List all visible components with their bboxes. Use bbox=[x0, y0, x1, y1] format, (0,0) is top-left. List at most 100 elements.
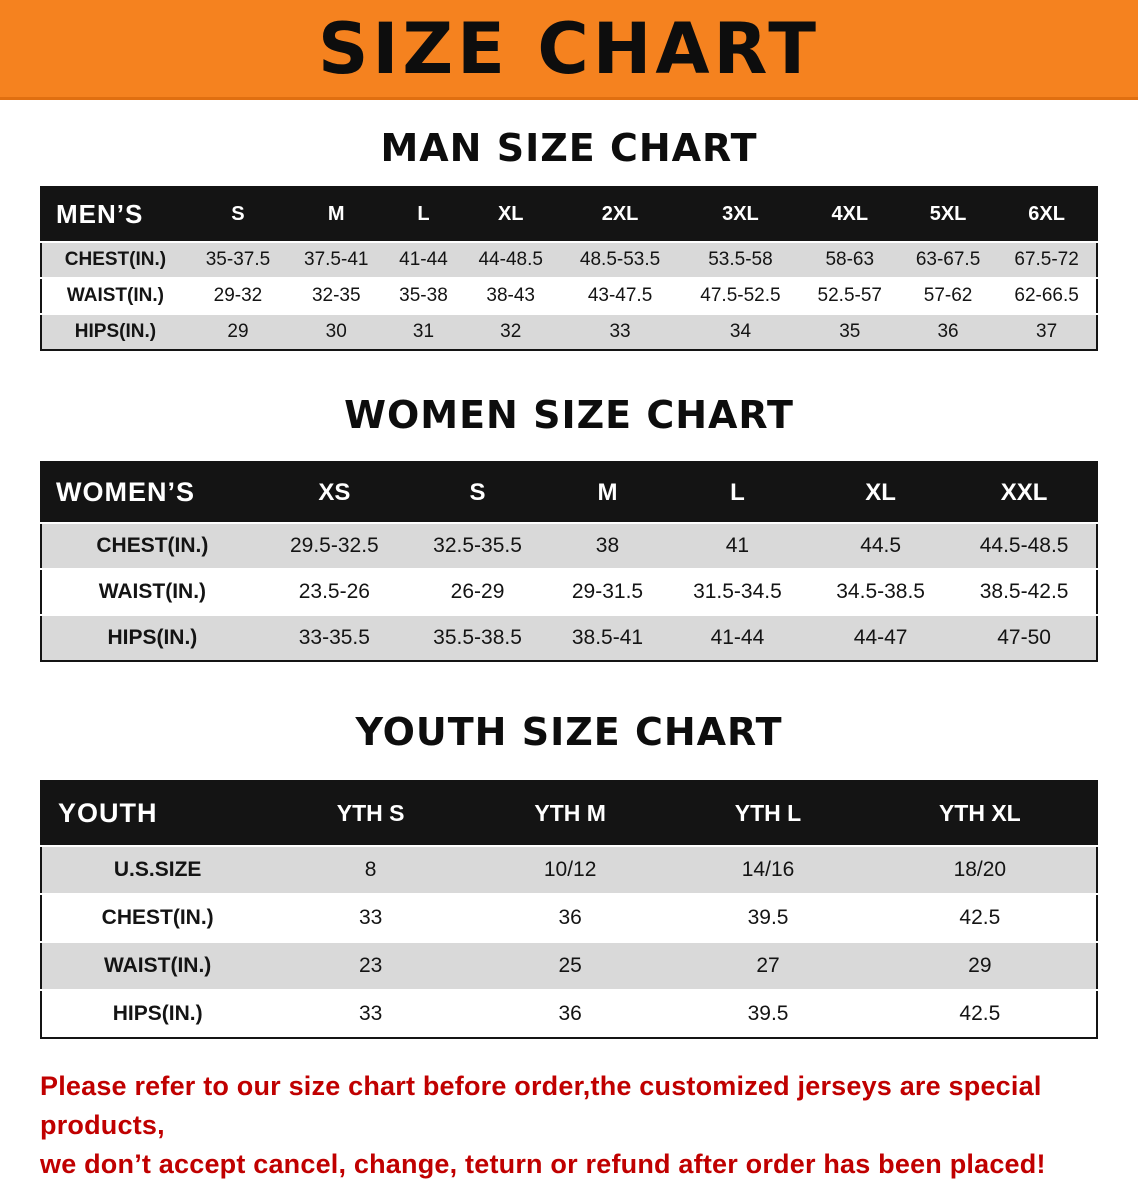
size-column-header: 4XL bbox=[800, 187, 899, 243]
table-cell: 48.5-53.5 bbox=[579, 249, 661, 270]
table-cell: 47.5-52.5 bbox=[700, 285, 781, 306]
table-cell: 34 bbox=[729, 321, 752, 342]
size-column-header: XL bbox=[809, 462, 953, 524]
table-cell: 58-63 bbox=[825, 249, 875, 270]
row-label: WAIST(IN.) bbox=[66, 285, 164, 306]
disclaimer-text: Please refer to our size chart before or… bbox=[40, 1067, 1098, 1184]
size-column-header: YTH L bbox=[672, 781, 864, 847]
women-size-table-wrap: WOMEN’S XS S M L XL XXL CHEST(IN.) 29.5-32.5 32.5… bbox=[40, 461, 1098, 662]
table-cell: 39.5 bbox=[747, 906, 789, 929]
size-column-header: XL bbox=[461, 187, 560, 243]
size-column-header: M bbox=[549, 462, 666, 524]
table-cell: 42.5 bbox=[959, 1002, 1001, 1025]
men-size-table: MEN’S S M L XL 2XL 3XL 4XL 5XL 6XL CHEST(IN.) 35-37… bbox=[40, 186, 1098, 351]
size-column-header: S bbox=[188, 187, 288, 243]
table-cell: 35-38 bbox=[399, 285, 448, 306]
table-title-cell: WOMEN’S bbox=[41, 462, 263, 524]
size-column-header: 3XL bbox=[680, 187, 801, 243]
disclaimer-line-1: Please refer to our size chart before or… bbox=[40, 1071, 1042, 1141]
disclaimer-line-2: we don’t accept cancel, change, teturn o… bbox=[40, 1149, 1046, 1180]
table-cell: 67.5-72 bbox=[1014, 249, 1079, 270]
row-label: CHEST(IN.) bbox=[101, 906, 214, 929]
table-cell: 53.5-58 bbox=[708, 249, 773, 270]
table-cell: 44-48.5 bbox=[478, 249, 543, 270]
table-cell: 36 bbox=[558, 906, 582, 929]
table-cell: 37.5-41 bbox=[304, 249, 369, 270]
table-cell: 33 bbox=[609, 321, 631, 342]
table-header-row: YOUTH YTH S YTH M YTH L YTH XL bbox=[41, 781, 1097, 847]
table-row: HIPS(IN.) 33 36 39.5 42.5 bbox=[41, 990, 1097, 1038]
table-cell: 47-50 bbox=[997, 626, 1051, 649]
table-cell: 32-35 bbox=[311, 285, 361, 306]
size-chart-banner: SIZE CHART bbox=[0, 0, 1138, 100]
size-column-header: L bbox=[385, 187, 462, 243]
size-column-header: XS bbox=[262, 462, 406, 524]
table-cell: 52.5-57 bbox=[817, 285, 882, 306]
women-size-table: WOMEN’S XS S M L XL XXL CHEST(IN.) 29.5-32.5 32.5… bbox=[40, 461, 1098, 662]
size-column-header: L bbox=[665, 462, 810, 524]
table-title-cell: MEN’S bbox=[41, 187, 189, 243]
size-chart-banner-title: SIZE CHART bbox=[317, 7, 821, 90]
table-row: WAIST(IN.) 23 25 27 29 bbox=[41, 942, 1097, 990]
table-cell: 27 bbox=[756, 954, 780, 977]
table-cell: 14/16 bbox=[741, 858, 795, 881]
table-row: CHEST(IN.) 35-37.5 37.5-41 41-44 44-48.5 48.5… bbox=[41, 242, 1097, 278]
size-column-header: YTH XL bbox=[863, 781, 1097, 847]
table-cell: 31 bbox=[412, 321, 435, 342]
table-row: U.S.SIZE 8 10/12 14/16 18/20 bbox=[41, 846, 1097, 894]
row-label: HIPS(IN.) bbox=[74, 321, 157, 342]
youth-section-heading: YOUTH SIZE CHART bbox=[355, 710, 783, 754]
row-label: WAIST(IN.) bbox=[103, 954, 212, 977]
table-cell: 18/20 bbox=[953, 858, 1007, 881]
row-label: CHEST(IN.) bbox=[64, 249, 167, 270]
table-header-row: WOMEN’S XS S M L XL XXL bbox=[41, 462, 1097, 524]
table-cell: 31.5-34.5 bbox=[693, 580, 782, 603]
table-cell: 36 bbox=[937, 321, 959, 342]
row-label: CHEST(IN.) bbox=[96, 534, 209, 557]
size-column-header: M bbox=[287, 187, 386, 243]
size-column-header: YTH M bbox=[467, 781, 673, 847]
table-cell: 29-31.5 bbox=[571, 580, 644, 603]
table-cell: 44-47 bbox=[853, 626, 908, 649]
men-section-heading: MAN SIZE CHART bbox=[380, 126, 758, 170]
table-row: HIPS(IN.) 33-35.5 35.5-38.5 38.5-41 41-44 44-… bbox=[41, 615, 1097, 661]
size-column-header: XXL bbox=[952, 462, 1097, 524]
men-size-table-wrap: MEN’S S M L XL 2XL 3XL 4XL 5XL 6XL CHEST(IN.) 35-37… bbox=[40, 186, 1098, 351]
size-column-header: YTH S bbox=[273, 781, 468, 847]
table-row: WAIST(IN.) 23.5-26 26-29 29-31.5 31.5-34.5 34… bbox=[41, 569, 1097, 615]
table-cell: 35 bbox=[839, 321, 861, 342]
table-cell: 39.5 bbox=[747, 1002, 789, 1025]
table-cell: 23.5-26 bbox=[298, 580, 370, 603]
table-cell: 8 bbox=[364, 858, 377, 881]
table-row: CHEST(IN.) 29.5-32.5 32.5-35.5 38 41 44.5 44.5… bbox=[41, 523, 1097, 569]
table-cell: 57-62 bbox=[923, 285, 973, 306]
table-cell: 37 bbox=[1036, 321, 1058, 342]
table-cell: 29-32 bbox=[213, 285, 263, 306]
table-row: HIPS(IN.) 29 30 31 32 33 34 35 36 37 bbox=[41, 314, 1097, 350]
table-cell: 29 bbox=[968, 954, 992, 977]
table-cell: 29 bbox=[227, 321, 249, 342]
row-label: U.S.SIZE bbox=[113, 858, 202, 881]
row-label: WAIST(IN.) bbox=[98, 580, 207, 603]
youth-size-table-wrap: YOUTH YTH S YTH M YTH L YTH XL U.S.SIZE 8 10/12… bbox=[40, 780, 1098, 1039]
table-cell: 32.5-35.5 bbox=[433, 534, 522, 557]
table-cell: 38-43 bbox=[486, 285, 536, 306]
size-column-header: S bbox=[405, 462, 550, 524]
table-cell: 34.5-38.5 bbox=[836, 580, 925, 603]
youth-size-table: YOUTH YTH S YTH M YTH L YTH XL U.S.SIZE 8 10/12… bbox=[40, 780, 1098, 1039]
table-cell: 41-44 bbox=[399, 249, 448, 270]
table-cell: 35-37.5 bbox=[205, 249, 271, 270]
table-cell: 33-35.5 bbox=[298, 626, 370, 649]
table-cell: 43-47.5 bbox=[587, 285, 653, 306]
women-section-heading: WOMEN SIZE CHART bbox=[344, 393, 794, 437]
row-label: HIPS(IN.) bbox=[107, 626, 198, 649]
table-cell: 44.5 bbox=[860, 534, 902, 557]
table-row: CHEST(IN.) 33 36 39.5 42.5 bbox=[41, 894, 1097, 942]
table-cell: 23 bbox=[358, 954, 383, 977]
table-cell: 33 bbox=[358, 906, 383, 929]
row-label: HIPS(IN.) bbox=[112, 1002, 203, 1025]
table-header-row: MEN’S S M L XL 2XL 3XL 4XL 5XL 6XL bbox=[41, 187, 1097, 243]
table-cell: 36 bbox=[558, 1002, 582, 1025]
table-cell: 41-44 bbox=[710, 626, 765, 649]
table-cell: 62-66.5 bbox=[1014, 285, 1079, 306]
